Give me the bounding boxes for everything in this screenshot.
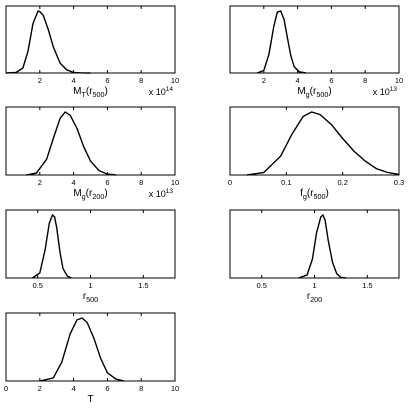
x-tick-label: 10 bbox=[171, 384, 179, 393]
density-curve bbox=[246, 111, 400, 176]
x-tick-label: 8 bbox=[363, 76, 367, 85]
plot-frame bbox=[229, 5, 400, 74]
x-tick-label: 1 bbox=[312, 281, 316, 290]
x-tick-label: 10 bbox=[395, 76, 403, 85]
x-tick-label: 0.3 bbox=[394, 178, 404, 187]
x-tick-label: 8 bbox=[139, 384, 143, 393]
x-tick-label: 6 bbox=[105, 76, 109, 85]
x-tick-label: 1.5 bbox=[362, 281, 372, 290]
x-tick-label: 2 bbox=[38, 178, 42, 187]
plot-frame bbox=[229, 106, 400, 176]
x-tick-label: 2 bbox=[38, 384, 42, 393]
chart-panel-5: 0.5 1 1.5 r500​ bbox=[5, 209, 176, 304]
x-tick-label: 6 bbox=[105, 178, 109, 187]
x-tick-label: 10 bbox=[171, 76, 179, 85]
density-curve bbox=[26, 111, 116, 176]
chart-panel-7: 0 2 4 6 8 10 T bbox=[4, 312, 179, 405]
chart-panel-6: 0.5 1 1.5 r200​ bbox=[229, 209, 400, 304]
x-tick-label: 4 bbox=[296, 76, 300, 85]
x-tick-label: 4 bbox=[72, 384, 76, 393]
x-tick-label: 4 bbox=[72, 178, 76, 187]
plot-frame bbox=[5, 209, 176, 279]
plot-frame bbox=[5, 312, 176, 382]
x-axis-label: Mg​(r500​) bbox=[297, 86, 331, 99]
plot-frame bbox=[5, 5, 176, 74]
density-curve bbox=[39, 317, 125, 382]
x-tick-label: 0.5 bbox=[32, 281, 42, 290]
x-tick-label: 0.2 bbox=[337, 178, 347, 187]
axis-exponent-label: x 1014 bbox=[149, 86, 174, 97]
density-curve bbox=[32, 213, 72, 279]
axis-exponent-label: x 1013 bbox=[373, 86, 398, 97]
x-axis-label: fg​(r500​) bbox=[300, 188, 329, 201]
x-tick-label: 2 bbox=[262, 76, 266, 85]
x-tick-label: 1 bbox=[88, 281, 92, 290]
density-curve bbox=[298, 213, 347, 279]
chart-panel-2: 2 4 6 8 10 Mg​(r500​) x 1013 bbox=[229, 5, 403, 99]
x-tick-label: 0.1 bbox=[281, 178, 291, 187]
x-tick-label: 8 bbox=[139, 178, 143, 187]
axis-exponent-label: x 1013 bbox=[149, 188, 174, 199]
x-tick-label: 4 bbox=[72, 76, 76, 85]
chart-panel-3: 2 4 6 8 10 Mg​(r200​) x 1013 bbox=[5, 106, 179, 201]
plot-frame bbox=[5, 106, 176, 176]
x-tick-label: 8 bbox=[139, 76, 143, 85]
x-axis-label: r200​ bbox=[307, 291, 322, 304]
x-tick-label: 0 bbox=[4, 384, 8, 393]
x-tick-label: 0 bbox=[228, 178, 232, 187]
x-axis-label: r500​ bbox=[83, 291, 98, 304]
x-tick-label: 6 bbox=[329, 76, 333, 85]
x-tick-label: 6 bbox=[105, 384, 109, 393]
x-axis-label: T bbox=[87, 394, 93, 405]
x-tick-label: 0.5 bbox=[256, 281, 266, 290]
density-curve bbox=[5, 10, 91, 74]
x-tick-label: 2 bbox=[38, 76, 42, 85]
density-curve bbox=[256, 10, 307, 74]
x-tick-label: 10 bbox=[171, 178, 179, 187]
chart-panel-1: 2 4 6 8 10 MT​(r500​) x 1014 bbox=[5, 5, 179, 99]
x-axis-label: MT​(r500​) bbox=[73, 86, 108, 99]
chart-panel-4: 0 0.1 0.2 0.3 fg​(r500​) bbox=[228, 106, 404, 201]
x-tick-label: 1.5 bbox=[138, 281, 148, 290]
x-axis-label: Mg​(r200​) bbox=[73, 188, 107, 201]
